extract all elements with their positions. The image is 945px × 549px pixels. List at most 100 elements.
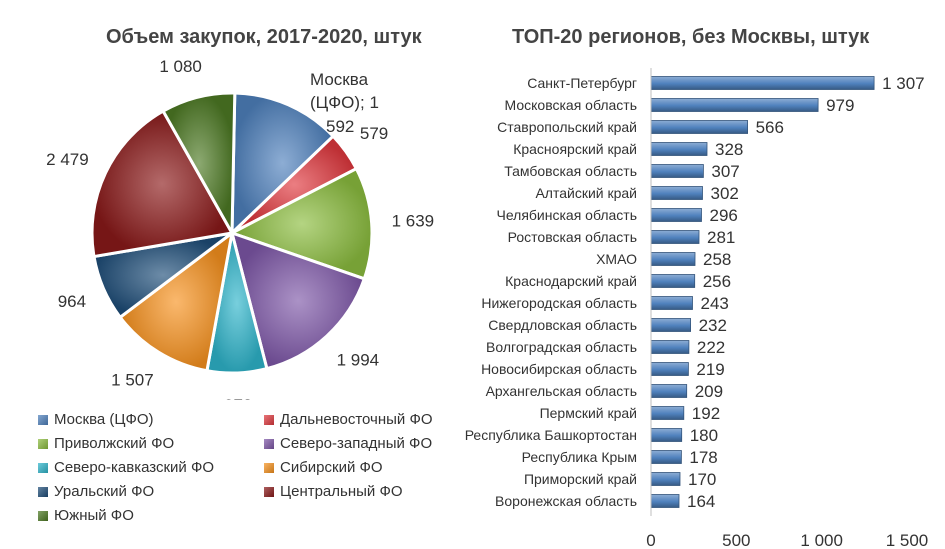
bar xyxy=(650,340,690,354)
bar-chart: Санкт-Петербург 1 307 Московская область 97… xyxy=(465,68,929,549)
legend-label: Дальневосточный ФО xyxy=(280,411,433,428)
legend-item: Северо-западный ФО xyxy=(264,434,464,453)
bar xyxy=(650,252,696,266)
pie-slice xyxy=(161,91,237,239)
bar-category-label: Свердловская область xyxy=(488,317,637,333)
legend-label: Северо-западный ФО xyxy=(280,435,433,452)
legend-swatch xyxy=(38,486,48,497)
pie-slice xyxy=(230,91,336,237)
pie-slice-label: 579 xyxy=(360,124,388,143)
bar xyxy=(650,230,700,244)
legend-item: Москва (ЦФО) xyxy=(38,410,264,429)
pie-slice-label: 964 xyxy=(58,292,86,311)
bar xyxy=(650,494,680,508)
legend-swatch xyxy=(38,510,48,521)
legend-item: Приволжский ФО xyxy=(38,434,264,453)
bar-value-label: 219 xyxy=(696,360,724,379)
bar-category-label: Пермский край xyxy=(540,405,637,421)
bar-category-label: Красноярский край xyxy=(513,141,637,157)
bar xyxy=(650,428,683,442)
bar xyxy=(650,76,875,90)
bar-category-label: Московская область xyxy=(505,97,637,113)
bar-value-label: 222 xyxy=(697,338,725,357)
bar-value-label: 164 xyxy=(687,492,715,511)
bar xyxy=(650,296,693,310)
bar-category-label: Республика Башкортостан xyxy=(465,427,637,443)
legend-label: Приволжский ФО xyxy=(54,435,175,452)
legend-label: Москва (ЦФО) xyxy=(54,411,154,428)
legend-item: Сибирский ФО xyxy=(264,458,464,477)
bar-category-label: Волгоградская область xyxy=(486,339,637,355)
bar-value-label: 192 xyxy=(692,404,720,423)
bar-category-label: Новосибирская область xyxy=(481,361,637,377)
bar-value-label: 258 xyxy=(703,250,731,269)
legend-swatch xyxy=(38,462,48,473)
bar-category-label: Ставропольский край xyxy=(497,119,637,135)
bar-value-label: 296 xyxy=(710,206,738,225)
bar-value-label: 243 xyxy=(701,294,729,313)
bar-category-label: Приморский край xyxy=(524,471,637,487)
legend-swatch xyxy=(38,414,48,425)
bar-category-label: ХМАО xyxy=(596,251,637,267)
bar-category-label: Воронежская область xyxy=(495,493,637,509)
bar-value-label: 170 xyxy=(688,470,716,489)
bar xyxy=(650,120,748,134)
legend-swatch xyxy=(264,486,274,497)
bar xyxy=(650,362,689,376)
bar-value-label: 209 xyxy=(695,382,723,401)
pie-slice xyxy=(228,166,374,281)
bar-value-label: 979 xyxy=(826,96,854,115)
bar-category-label: Алтайский край xyxy=(535,185,637,201)
bar xyxy=(650,406,685,420)
bar xyxy=(650,318,691,332)
pie-slice-label: 1 639 xyxy=(392,212,435,231)
pie-slice-label: 1 080 xyxy=(159,57,202,76)
pie-legend: Москва (ЦФО) Дальневосточный ФО Приволжски… xyxy=(38,410,458,525)
legend-item: Центральный ФО xyxy=(264,482,464,501)
legend-swatch xyxy=(264,462,274,473)
bar-category-label: Челябинская область xyxy=(497,207,638,223)
pie-slice-label: 873 xyxy=(224,396,252,400)
bar-value-label: 232 xyxy=(699,316,727,335)
pie-slice-label: 2 479 xyxy=(46,150,89,169)
legend-item: Северо-кавказский ФО xyxy=(38,458,264,477)
legend-item: Уральский ФО xyxy=(38,482,264,501)
legend-item: Южный ФО xyxy=(38,506,264,525)
bar-chart-title: ТОП-20 регионов, без Москвы, штук xyxy=(512,26,870,48)
legend-swatch xyxy=(38,438,48,449)
pie-slice-label: Москва (ЦФО); 1 592 xyxy=(310,70,379,136)
bar-category-label: Санкт-Петербург xyxy=(527,75,637,91)
legend-label: Южный ФО xyxy=(54,507,134,524)
legend-label: Сибирский ФО xyxy=(280,459,383,476)
legend-label: Центральный ФО xyxy=(280,483,403,500)
bar xyxy=(650,274,696,288)
bar xyxy=(650,472,681,486)
pie-slice xyxy=(229,230,367,371)
bar-category-label: Архангельская область xyxy=(486,383,637,399)
bar-category-label: Республика Крым xyxy=(522,449,637,465)
bar-category-label: Нижегородская область xyxy=(481,295,637,311)
bar xyxy=(650,186,703,200)
bar-value-label: 328 xyxy=(715,140,743,159)
bar-category-label: Ростовская область xyxy=(508,229,637,245)
pie-slice xyxy=(90,109,235,259)
pie-chart-title: Объем закупок, 2017-2020, штук xyxy=(106,26,422,48)
bar xyxy=(650,450,682,464)
bar-value-label: 566 xyxy=(756,118,784,137)
bar-value-label: 1 307 xyxy=(882,74,925,93)
bar xyxy=(650,208,702,222)
legend-swatch xyxy=(264,414,274,425)
x-tick-label: 500 xyxy=(722,531,750,549)
bar-value-label: 281 xyxy=(707,228,735,247)
x-tick-label: 1 500 xyxy=(886,531,929,549)
bar-category-label: Краснодарский край xyxy=(505,273,637,289)
legend-label: Северо-кавказский ФО xyxy=(54,459,215,476)
bar xyxy=(650,384,688,398)
bar xyxy=(650,98,819,112)
bar-value-label: 307 xyxy=(711,162,739,181)
bar xyxy=(650,142,708,156)
bar-category-label: Тамбовская область xyxy=(504,163,637,179)
legend-label: Уральский ФО xyxy=(54,483,155,500)
legend-item: Дальневосточный ФО xyxy=(264,410,464,429)
